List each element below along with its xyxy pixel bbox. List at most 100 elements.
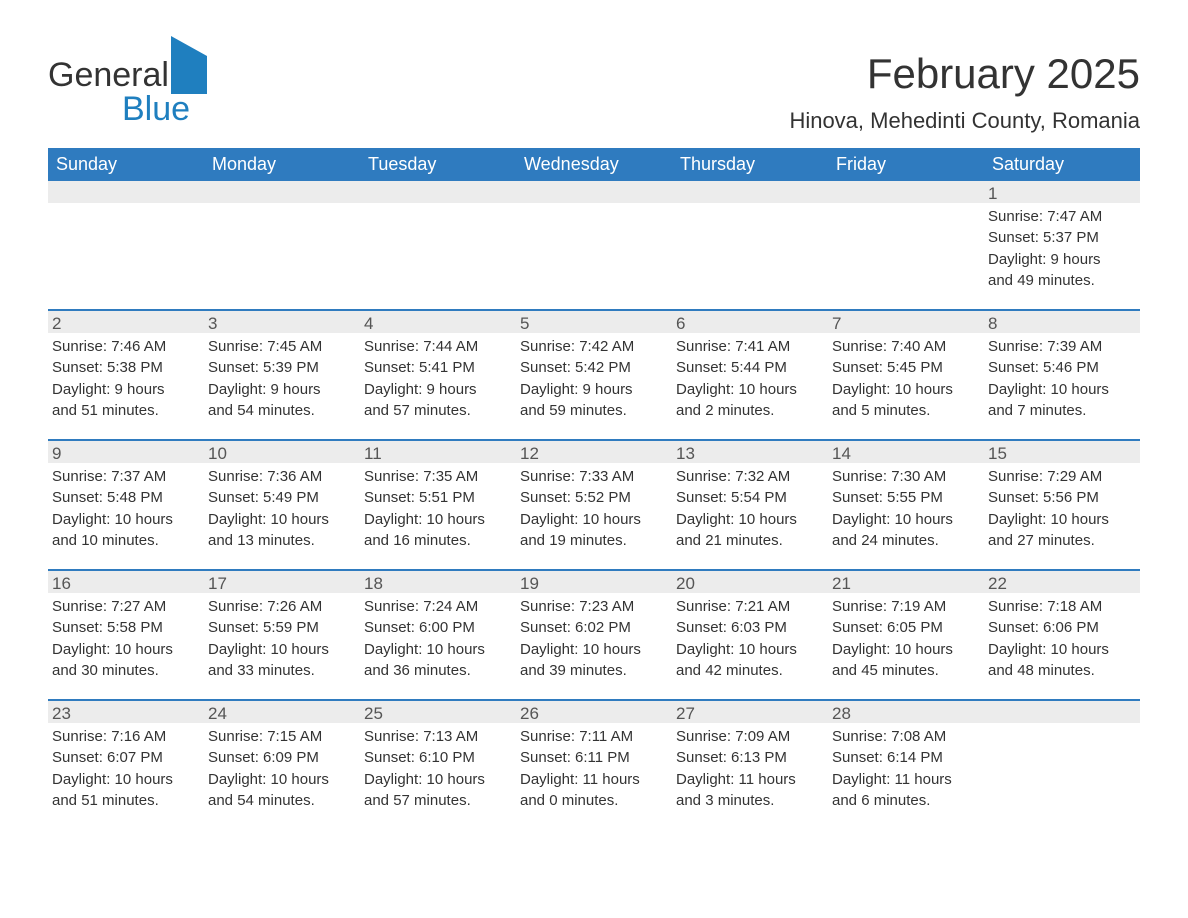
sunset-text: Sunset: 5:38 PM — [52, 358, 200, 378]
day-content: Sunrise: 7:27 AMSunset: 5:58 PMDaylight:… — [48, 593, 204, 692]
sunset-text: Sunset: 5:58 PM — [52, 618, 200, 638]
day-content: Sunrise: 7:37 AMSunset: 5:48 PMDaylight:… — [48, 463, 204, 562]
weekday-sunday: Sunday — [48, 148, 204, 181]
day-content: Sunrise: 7:47 AMSunset: 5:37 PMDaylight:… — [984, 203, 1140, 302]
sunrise-text: Sunrise: 7:37 AM — [52, 467, 200, 487]
day-content: Sunrise: 7:45 AMSunset: 5:39 PMDaylight:… — [204, 333, 360, 432]
calendar-cell — [204, 181, 360, 309]
daylight1-text: Daylight: 10 hours — [988, 640, 1136, 660]
sunset-text: Sunset: 5:46 PM — [988, 358, 1136, 378]
day-number: 17 — [204, 571, 360, 593]
daylight1-text: Daylight: 9 hours — [208, 380, 356, 400]
daylight2-text: and 33 minutes. — [208, 661, 356, 681]
sunset-text: Sunset: 6:00 PM — [364, 618, 512, 638]
daylight2-text: and 3 minutes. — [676, 791, 824, 811]
sunrise-text: Sunrise: 7:24 AM — [364, 597, 512, 617]
daylight1-text: Daylight: 10 hours — [364, 510, 512, 530]
day-number: 21 — [828, 571, 984, 593]
calendar-cell — [984, 701, 1140, 829]
calendar-cell: 27Sunrise: 7:09 AMSunset: 6:13 PMDayligh… — [672, 701, 828, 829]
calendar-cell: 5Sunrise: 7:42 AMSunset: 5:42 PMDaylight… — [516, 311, 672, 439]
day-content: Sunrise: 7:21 AMSunset: 6:03 PMDaylight:… — [672, 593, 828, 692]
brand-word-1: General — [48, 56, 169, 94]
daylight1-text: Daylight: 9 hours — [52, 380, 200, 400]
daylight2-text: and 54 minutes. — [208, 401, 356, 421]
day-content: Sunrise: 7:08 AMSunset: 6:14 PMDaylight:… — [828, 723, 984, 822]
daylight2-text: and 42 minutes. — [676, 661, 824, 681]
daylight1-text: Daylight: 10 hours — [988, 380, 1136, 400]
day-content: Sunrise: 7:39 AMSunset: 5:46 PMDaylight:… — [984, 333, 1140, 432]
calendar-cell — [828, 181, 984, 309]
calendar-page: General Blue February 2025 Hinova, Mehed… — [0, 0, 1188, 918]
weekday-wednesday: Wednesday — [516, 148, 672, 181]
day-number: 5 — [516, 311, 672, 333]
sunset-text: Sunset: 5:39 PM — [208, 358, 356, 378]
daylight1-text: Daylight: 10 hours — [52, 640, 200, 660]
day-number: 28 — [828, 701, 984, 723]
calendar-cell: 15Sunrise: 7:29 AMSunset: 5:56 PMDayligh… — [984, 441, 1140, 569]
calendar-cell: 11Sunrise: 7:35 AMSunset: 5:51 PMDayligh… — [360, 441, 516, 569]
sunset-text: Sunset: 5:41 PM — [364, 358, 512, 378]
sunset-text: Sunset: 6:02 PM — [520, 618, 668, 638]
sunset-text: Sunset: 5:45 PM — [832, 358, 980, 378]
sunrise-text: Sunrise: 7:21 AM — [676, 597, 824, 617]
day-content: Sunrise: 7:41 AMSunset: 5:44 PMDaylight:… — [672, 333, 828, 432]
calendar-cell: 17Sunrise: 7:26 AMSunset: 5:59 PMDayligh… — [204, 571, 360, 699]
daylight2-text: and 48 minutes. — [988, 661, 1136, 681]
calendar-cell: 19Sunrise: 7:23 AMSunset: 6:02 PMDayligh… — [516, 571, 672, 699]
day-number: 23 — [48, 701, 204, 723]
daylight1-text: Daylight: 10 hours — [832, 640, 980, 660]
day-number: 25 — [360, 701, 516, 723]
calendar-cell: 20Sunrise: 7:21 AMSunset: 6:03 PMDayligh… — [672, 571, 828, 699]
daylight1-text: Daylight: 9 hours — [988, 250, 1136, 270]
calendar-cell: 13Sunrise: 7:32 AMSunset: 5:54 PMDayligh… — [672, 441, 828, 569]
daylight2-text: and 57 minutes. — [364, 791, 512, 811]
day-content: Sunrise: 7:32 AMSunset: 5:54 PMDaylight:… — [672, 463, 828, 562]
daylight1-text: Daylight: 11 hours — [520, 770, 668, 790]
daylight2-text: and 5 minutes. — [832, 401, 980, 421]
weekday-friday: Friday — [828, 148, 984, 181]
calendar-cell — [360, 181, 516, 309]
day-number: 27 — [672, 701, 828, 723]
day-number — [204, 181, 360, 203]
day-content: Sunrise: 7:40 AMSunset: 5:45 PMDaylight:… — [828, 333, 984, 432]
daylight1-text: Daylight: 10 hours — [52, 510, 200, 530]
sunset-text: Sunset: 5:37 PM — [988, 228, 1136, 248]
sunrise-text: Sunrise: 7:27 AM — [52, 597, 200, 617]
sunset-text: Sunset: 5:59 PM — [208, 618, 356, 638]
day-number: 4 — [360, 311, 516, 333]
sunrise-text: Sunrise: 7:18 AM — [988, 597, 1136, 617]
sunrise-text: Sunrise: 7:36 AM — [208, 467, 356, 487]
daylight1-text: Daylight: 9 hours — [364, 380, 512, 400]
daylight2-text: and 10 minutes. — [52, 531, 200, 551]
calendar-cell: 24Sunrise: 7:15 AMSunset: 6:09 PMDayligh… — [204, 701, 360, 829]
day-number: 10 — [204, 441, 360, 463]
day-number: 7 — [828, 311, 984, 333]
day-content: Sunrise: 7:30 AMSunset: 5:55 PMDaylight:… — [828, 463, 984, 562]
sunset-text: Sunset: 6:11 PM — [520, 748, 668, 768]
day-number: 1 — [984, 181, 1140, 203]
daylight1-text: Daylight: 10 hours — [520, 510, 668, 530]
daylight2-text: and 57 minutes. — [364, 401, 512, 421]
daylight1-text: Daylight: 10 hours — [520, 640, 668, 660]
daylight1-text: Daylight: 9 hours — [520, 380, 668, 400]
calendar-cell: 4 Sunrise: 7:44 AMSunset: 5:41 PMDaylight… — [360, 311, 516, 439]
daylight2-text: and 30 minutes. — [52, 661, 200, 681]
day-content: Sunrise: 7:09 AMSunset: 6:13 PMDaylight:… — [672, 723, 828, 822]
day-number — [828, 181, 984, 203]
sunset-text: Sunset: 6:13 PM — [676, 748, 824, 768]
sunrise-text: Sunrise: 7:35 AM — [364, 467, 512, 487]
weekday-monday: Monday — [204, 148, 360, 181]
calendar-cell: 22Sunrise: 7:18 AMSunset: 6:06 PMDayligh… — [984, 571, 1140, 699]
daylight2-text: and 49 minutes. — [988, 271, 1136, 291]
sunrise-text: Sunrise: 7:45 AM — [208, 337, 356, 357]
day-content: Sunrise: 7:13 AMSunset: 6:10 PMDaylight:… — [360, 723, 516, 822]
weekday-tuesday: Tuesday — [360, 148, 516, 181]
daylight1-text: Daylight: 10 hours — [208, 770, 356, 790]
sunrise-text: Sunrise: 7:44 AM — [364, 337, 512, 357]
sunrise-text: Sunrise: 7:32 AM — [676, 467, 824, 487]
daylight1-text: Daylight: 10 hours — [676, 510, 824, 530]
calendar-cell: 25Sunrise: 7:13 AMSunset: 6:10 PMDayligh… — [360, 701, 516, 829]
daylight1-text: Daylight: 11 hours — [832, 770, 980, 790]
day-number: 20 — [672, 571, 828, 593]
